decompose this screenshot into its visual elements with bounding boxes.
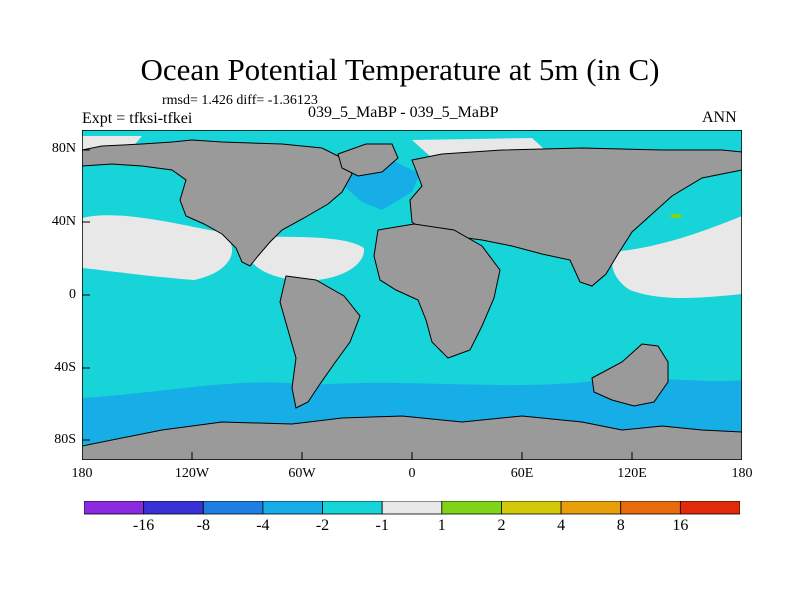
colorbar-swatch [620,501,681,515]
colorbar-label: -4 [256,517,270,534]
north-pacific-near-zero [82,215,233,280]
experiment-label: Expt = tfksi-tfkei [82,110,193,127]
colorbar-swatch [381,501,443,515]
colorbar-label: -1 [375,517,389,534]
lat-label-80s: 80S [54,432,76,447]
australia [591,343,669,407]
lon-label-180w: 180 [71,466,93,481]
colorbar-swatch [441,501,502,515]
warm-spot [671,214,681,218]
colorbar [84,501,740,515]
lat-label-40n: 40N [51,214,76,229]
colorbar-swatch [84,501,145,515]
season-label: ANN [702,109,737,126]
colorbar-label: 4 [557,517,566,534]
colorbar-swatch [202,501,264,515]
colorbar-label: 8 [616,517,625,534]
lon-label-60e: 60E [510,466,534,481]
colorbar-label: 16 [672,517,689,534]
colorbar-swatch [560,501,622,515]
colorbar-swatch [322,501,383,515]
colorbar-label: 2 [497,517,506,534]
rmsd-diff-stats: rmsd= 1.426 diff= -1.36123 [162,93,318,108]
lon-label-0: 0 [408,466,416,481]
north-atlantic-near-zero [242,236,365,281]
lon-label-60w: 60W [288,466,316,481]
lat-label-80n: 80N [51,141,76,156]
colorbar-label: -2 [315,517,330,534]
colorbar-label: 1 [437,517,446,534]
plot-title: Ocean Potential Temperature at 5m (in C) [140,52,660,87]
antarctica [82,415,742,460]
colorbar-label: -8 [196,517,210,534]
africa [373,223,501,359]
lat-label-equator: 0 [69,287,76,302]
north-america [82,139,353,267]
south-america [279,275,361,409]
colorbar-label: -16 [132,517,155,534]
colorbar-swatch [143,501,204,515]
west-pacific-near-zero [611,216,742,298]
colorbar-swatch [262,501,323,515]
lon-label-180e: 180 [731,466,753,481]
map-ticks [82,149,633,460]
ocean-temperature-map [82,130,742,460]
case-id-label: 039_5_MaBP - 039_5_MaBP [308,104,499,121]
lon-label-120e: 120E [617,466,647,481]
colorbar-swatch [679,501,740,515]
land-masses [82,139,742,460]
lat-label-40s: 40S [54,360,76,375]
greenland [337,143,399,177]
lon-label-120w: 120W [174,466,210,481]
colorbar-swatch [501,501,562,515]
